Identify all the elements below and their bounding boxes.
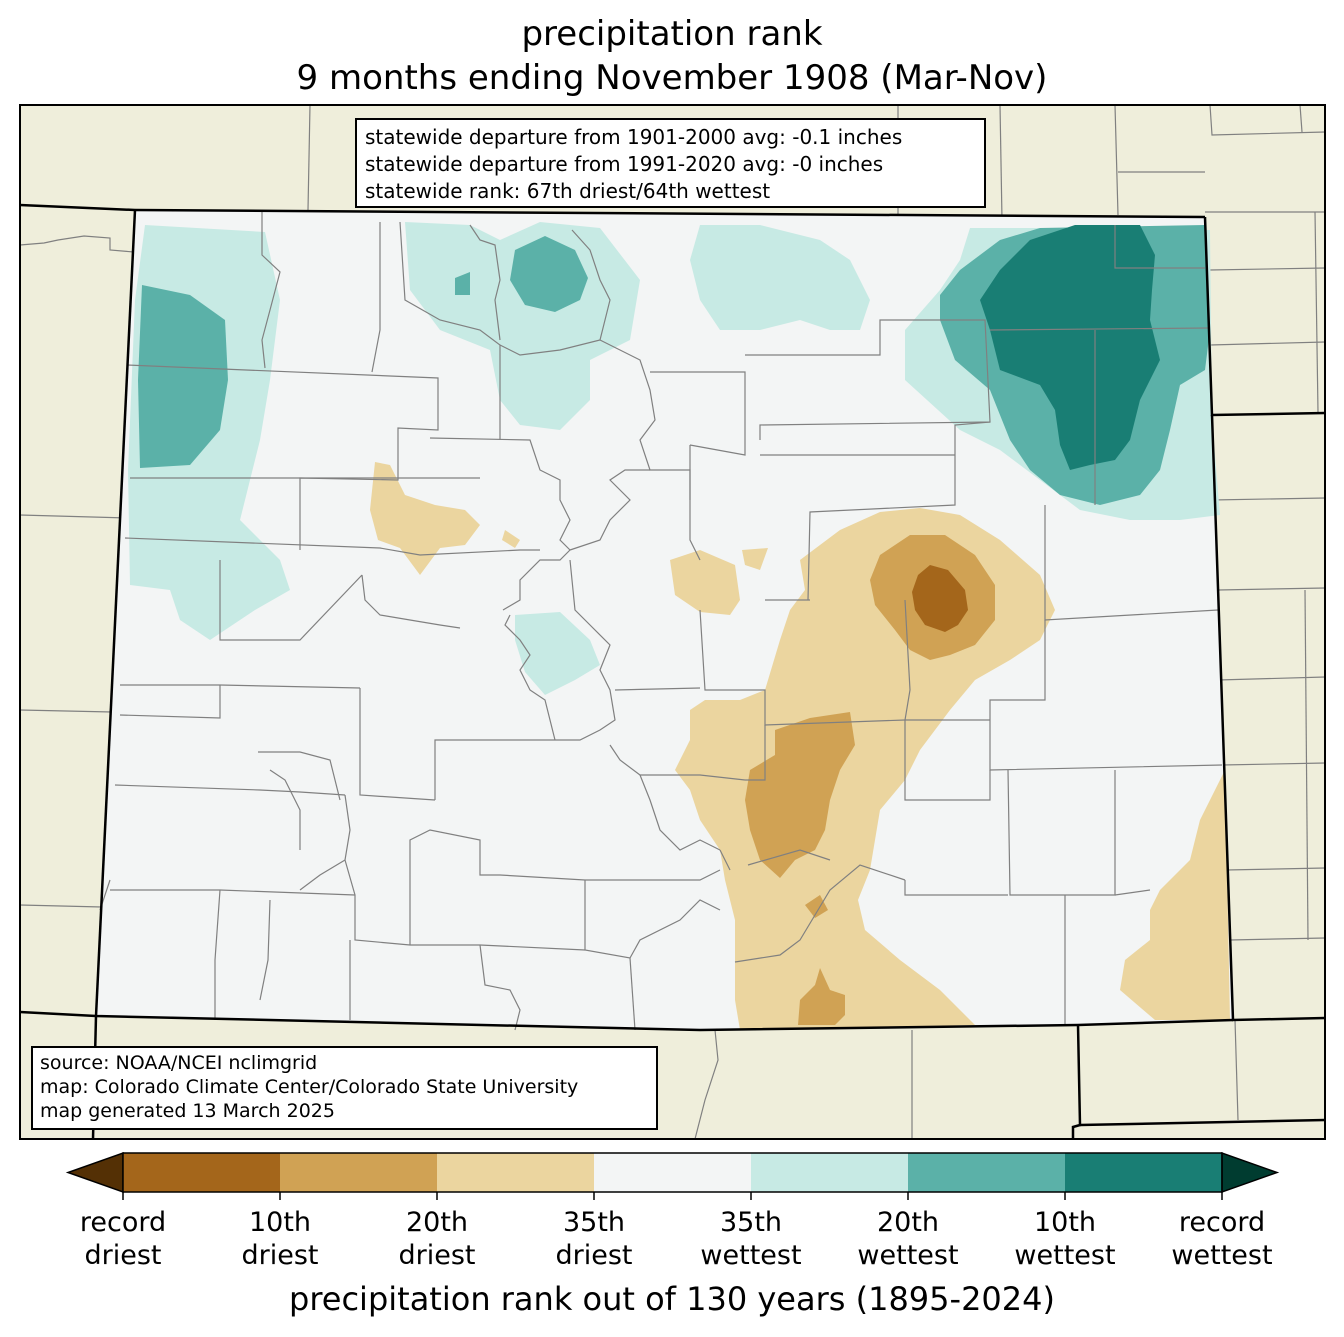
colorbar-10th-to-record-wettest <box>1065 1153 1222 1192</box>
legend-label-line: wettest <box>857 1240 959 1271</box>
legend-label-20th-wettest: 20th wettest <box>833 1206 983 1272</box>
statewide-stats-box: statewide departure from 1901-2000 avg: … <box>355 118 986 208</box>
map-frame <box>19 104 1326 1140</box>
source-map-credit: map: Colorado Climate Center/Colorado St… <box>40 1076 579 1098</box>
legend-label-line: wettest <box>1171 1240 1273 1271</box>
colorbar-ticks <box>122 1192 1223 1200</box>
source-data: source: NOAA/NCEI nclimgrid <box>40 1052 318 1074</box>
legend-label-line: 20th <box>876 1207 940 1238</box>
legend-label-line: wettest <box>1014 1240 1116 1271</box>
dry-dark-shading <box>912 565 968 632</box>
legend-title: precipitation rank out of 130 years (189… <box>289 1280 1055 1318</box>
stats-statewide-rank: statewide rank: 67th driest/64th wettest <box>365 179 771 203</box>
colorbar-20th-to-10th-wettest <box>908 1153 1065 1192</box>
map-title: precipitation rank <box>521 14 823 54</box>
colorado-county-lines <box>99 212 1223 1031</box>
colorbar-outline <box>122 1152 1223 1193</box>
legend-label-line: record <box>79 1207 167 1238</box>
legend-label-10th-wettest: 10th wettest <box>990 1206 1140 1272</box>
source-box: source: NOAA/NCEI nclimgrid map: Colorad… <box>31 1046 658 1130</box>
legend-label-line: 10th <box>1033 1207 1097 1238</box>
legend-label-line: record <box>1178 1207 1266 1238</box>
colorbar-extend-wet <box>1221 1151 1280 1194</box>
stats-departure-1901-2000: statewide departure from 1901-2000 avg: … <box>365 125 903 149</box>
legend-label-record-wettest: record wettest <box>1147 1206 1297 1272</box>
source-generated-date: map generated 13 March 2025 <box>40 1100 335 1122</box>
colorbar-near-normal <box>594 1153 751 1192</box>
colorbar-20th-to-35th-driest <box>437 1153 594 1192</box>
legend-label-line: driest <box>555 1240 633 1271</box>
colorbar-10th-to-20th-driest <box>280 1153 437 1192</box>
neighbor-county-lines <box>19 104 1326 1140</box>
colorbar <box>65 1151 1280 1200</box>
legend-label-10th-driest: 10th driest <box>205 1206 355 1272</box>
legend-label-record-driest: record driest <box>48 1206 198 1272</box>
legend-label-line: wettest <box>700 1240 802 1271</box>
legend-label-line: 20th <box>405 1207 469 1238</box>
wet-dark-shading <box>980 225 1160 470</box>
legend-label-line: driest <box>398 1240 476 1271</box>
colorbar-record-to-10th-driest <box>123 1153 280 1192</box>
colorbar-extend-dry <box>65 1151 124 1194</box>
legend-label-line: 10th <box>248 1207 312 1238</box>
map-subtitle: 9 months ending November 1908 (Mar-Nov) <box>296 58 1048 98</box>
colorbar-35th-to-20th-wettest <box>751 1153 908 1192</box>
legend-label-35th-driest: 35th driest <box>519 1206 669 1272</box>
legend-label-20th-driest: 20th driest <box>362 1206 512 1272</box>
stats-departure-1991-2020: statewide departure from 1991-2020 avg: … <box>365 152 884 176</box>
legend-label-line: driest <box>84 1240 162 1271</box>
legend-label-line: 35th <box>719 1207 783 1238</box>
legend-label-line: 35th <box>562 1207 626 1238</box>
legend-label-35th-wettest: 35th wettest <box>676 1206 826 1272</box>
legend-label-line: driest <box>241 1240 319 1271</box>
state-boundaries <box>19 203 1326 1140</box>
